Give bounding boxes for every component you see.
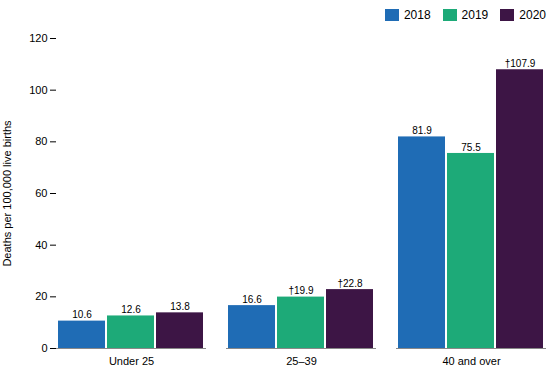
- html-text:2019: 2019: [461, 8, 489, 22]
- svg-text:75.5: 75.5: [461, 142, 481, 153]
- html-text:2020: 2020: [519, 8, 546, 22]
- svg-text:Deaths per 100,000 live births: Deaths per 100,000 live births: [1, 120, 13, 267]
- svg-text:10.6: 10.6: [72, 309, 92, 320]
- svg-text:†107.9: †107.9: [505, 58, 536, 69]
- svg-text:25–39: 25–39: [286, 355, 317, 367]
- svg-text:13.8: 13.8: [170, 301, 190, 312]
- svg-text:60: 60: [35, 187, 47, 199]
- svg-text:40: 40: [35, 239, 47, 251]
- svg-text:16.6: 16.6: [242, 294, 262, 305]
- svg-text:†19.9: †19.9: [288, 285, 313, 296]
- svg-text:120: 120: [29, 32, 47, 44]
- html-text:2018: 2018: [403, 8, 431, 22]
- svg-text:12.6: 12.6: [121, 304, 141, 315]
- svg-text:20: 20: [35, 290, 47, 302]
- svg-text:†22.8: †22.8: [337, 278, 362, 289]
- svg-text:Under 25: Under 25: [109, 355, 154, 367]
- svg-text:80: 80: [35, 135, 47, 147]
- svg-text:100: 100: [29, 84, 47, 96]
- svg-text:40 and over: 40 and over: [442, 355, 500, 367]
- svg-text:81.9: 81.9: [412, 125, 432, 136]
- svg-text:0: 0: [41, 342, 47, 354]
